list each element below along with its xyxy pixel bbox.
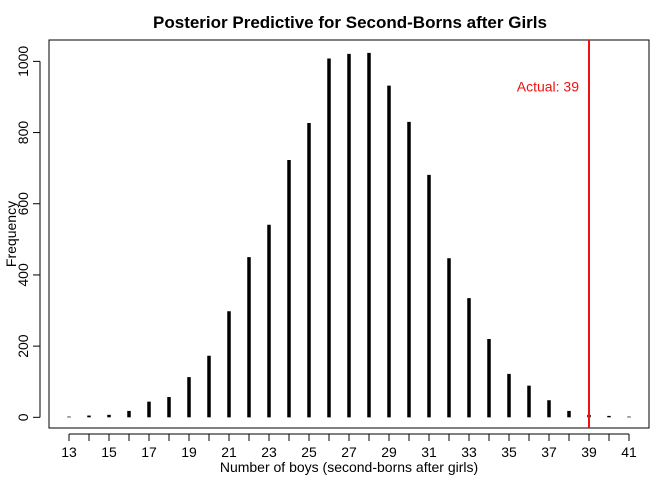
x-tick-label-35: 35 (501, 444, 517, 460)
x-tick-label-15: 15 (101, 444, 117, 460)
x-tick-label-13: 13 (61, 444, 77, 460)
x-tick-label-37: 37 (541, 444, 557, 460)
x-tick-label-19: 19 (181, 444, 197, 460)
x-tick-label-39: 39 (581, 444, 597, 460)
plot-frame (48, 39, 650, 429)
x-tick-label-29: 29 (381, 444, 397, 460)
y-tick-label-400: 400 (15, 263, 31, 287)
y-tick-label-1000: 1000 (15, 46, 31, 77)
x-axis: 13 15 17 19 21 23 25 27 29 31 33 35 37 39 41 (61, 433, 637, 460)
x-tick-label-31: 31 (421, 444, 437, 460)
y-tick-label-600: 600 (15, 192, 31, 216)
x-tick-label-17: 17 (141, 444, 157, 460)
chart-title: Posterior Predictive for Second-Borns af… (153, 13, 547, 32)
y-tick-label-800: 800 (15, 121, 31, 145)
reference-layer: Actual: 39 (517, 40, 590, 428)
x-axis-label: Number of boys (second-borns after girls… (220, 459, 478, 475)
y-axis: 0 200 400 600 800 1000 (15, 46, 41, 421)
x-tick-label-27: 27 (341, 444, 357, 460)
x-tick-label-25: 25 (301, 444, 317, 460)
y-tick-label-200: 200 (15, 334, 31, 358)
x-tick-label-23: 23 (261, 444, 277, 460)
x-tick-label-41: 41 (621, 444, 637, 460)
actual-value-label: Actual: 39 (517, 78, 579, 94)
y-axis-label: Frequency (3, 201, 19, 267)
x-tick-label-21: 21 (221, 444, 237, 460)
y-tick-label-0: 0 (15, 413, 31, 421)
x-tick-label-33: 33 (461, 444, 477, 460)
bars-layer (67, 52, 631, 418)
